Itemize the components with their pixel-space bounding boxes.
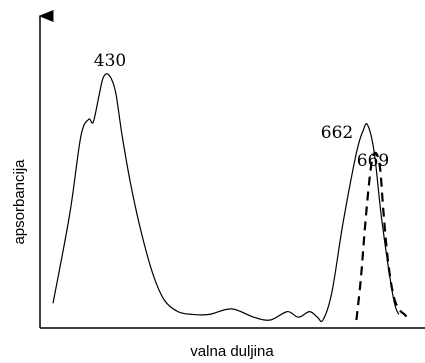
peak-label-669: 669 (357, 151, 389, 171)
spectrum-solid-line (52, 73, 400, 323)
peak-label-662: 662 (321, 123, 353, 143)
peak-label-430: 430 (94, 51, 126, 71)
y-axis-label: apsorbancija (11, 159, 28, 245)
x-axis-label: valna duljina (190, 343, 274, 360)
spectrum-dashed-line (355, 151, 411, 321)
